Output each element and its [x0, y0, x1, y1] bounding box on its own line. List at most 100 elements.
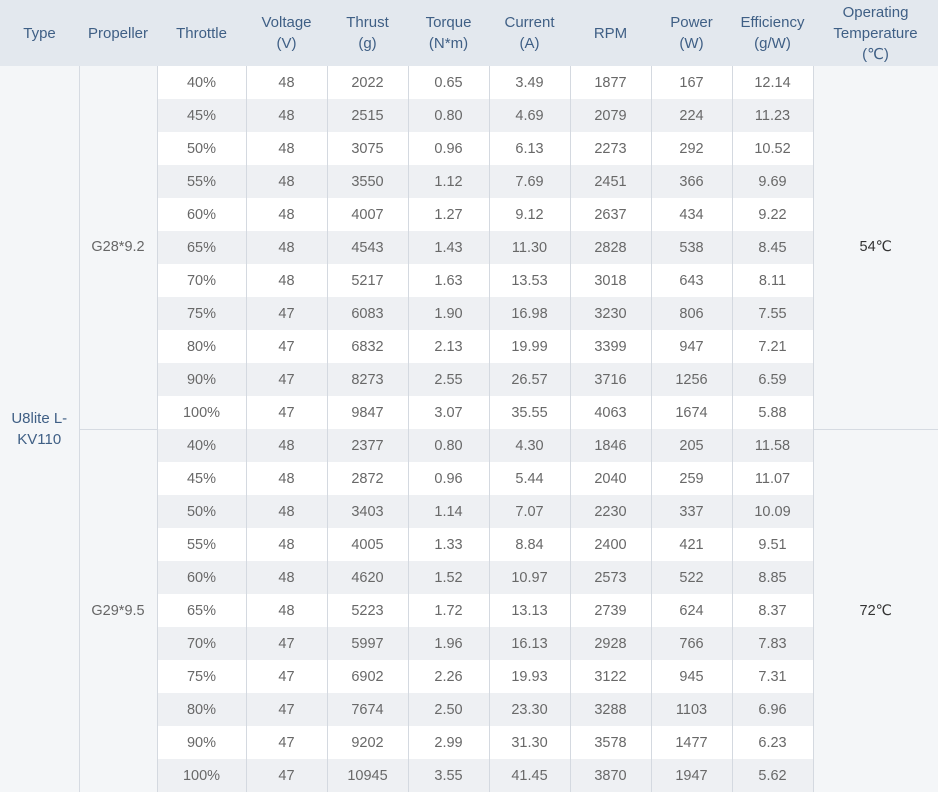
thrust-cell: 9202 — [326, 726, 408, 759]
throttle-cell: 80% — [156, 330, 246, 363]
torque-cell: 1.27 — [407, 198, 489, 231]
throttle-cell: 55% — [156, 528, 246, 561]
table-row: G29*9.5 40% 48 2377 0.80 4.30 1846 205 11.58 72℃ — [0, 428, 938, 792]
torque-cell: 1.96 — [407, 627, 489, 660]
table-row: 80% 47 7674 2.50 23.30 3288 1103 6.96 — [0, 693, 938, 726]
efficiency-cell: 7.21 — [731, 330, 813, 363]
throttle-cell: 100% — [156, 396, 246, 429]
power-cell: 538 — [650, 231, 732, 264]
table-row: 70% 48 5217 1.63 13.53 3018 643 8.11 — [0, 264, 938, 297]
throttle-cell: 80% — [156, 693, 246, 726]
torque-cell: 1.63 — [407, 264, 489, 297]
rpm-cell: 2230 — [569, 495, 651, 528]
table-body: U8lite L- KV110 G28*9.2 40% 48 2022 0.65 3.49 18… — [0, 66, 938, 792]
efficiency-cell: 8.11 — [731, 264, 813, 297]
rpm-cell: 3122 — [569, 660, 651, 693]
rpm-cell: 1877 — [569, 66, 651, 99]
thrust-cell: 3075 — [326, 132, 408, 165]
rpm-cell: 3230 — [569, 297, 651, 330]
efficiency-cell: 7.83 — [731, 627, 813, 660]
voltage-cell: 48 — [245, 528, 327, 561]
rpm-cell: 2040 — [569, 462, 651, 495]
power-cell: 259 — [650, 462, 732, 495]
type-cell: U8lite L- KV110 — [0, 66, 80, 792]
current-cell: 41.45 — [488, 759, 570, 792]
power-cell: 337 — [650, 495, 732, 528]
efficiency-cell: 10.09 — [731, 495, 813, 528]
table-row: 100% 47 9847 3.07 35.55 4063 1674 5.88 — [0, 396, 938, 429]
voltage-cell: 48 — [245, 429, 327, 462]
rpm-cell: 4063 — [569, 396, 651, 429]
thrust-cell: 5223 — [326, 594, 408, 627]
rpm-cell: 2451 — [569, 165, 651, 198]
efficiency-cell: 12.14 — [731, 66, 813, 99]
thrust-cell: 6083 — [326, 297, 408, 330]
torque-cell: 1.14 — [407, 495, 489, 528]
current-cell: 7.69 — [488, 165, 570, 198]
rpm-cell: 2079 — [569, 99, 651, 132]
efficiency-cell: 8.37 — [731, 594, 813, 627]
throttle-cell: 60% — [156, 561, 246, 594]
efficiency-cell: 9.51 — [731, 528, 813, 561]
temperature-cell: 72℃ — [812, 428, 938, 792]
current-cell: 8.84 — [488, 528, 570, 561]
power-cell: 1674 — [650, 396, 732, 429]
throttle-cell: 40% — [156, 66, 246, 99]
table-row: 60% 48 4620 1.52 10.97 2573 522 8.85 — [0, 561, 938, 594]
thrust-cell: 10945 — [326, 759, 408, 792]
thrust-cell: 4005 — [326, 528, 408, 561]
efficiency-cell: 7.55 — [731, 297, 813, 330]
voltage-cell: 47 — [245, 330, 327, 363]
torque-cell: 0.96 — [407, 462, 489, 495]
table-row: 75% 47 6902 2.26 19.93 3122 945 7.31 — [0, 660, 938, 693]
throttle-cell: 70% — [156, 264, 246, 297]
column-header-rpm: RPM — [570, 0, 651, 66]
voltage-cell: 48 — [245, 594, 327, 627]
efficiency-cell: 8.45 — [731, 231, 813, 264]
column-header-type: Type — [0, 0, 79, 66]
table-row: 50% 48 3075 0.96 6.13 2273 292 10.52 — [0, 132, 938, 165]
efficiency-cell: 7.31 — [731, 660, 813, 693]
thrust-cell: 6902 — [326, 660, 408, 693]
power-cell: 947 — [650, 330, 732, 363]
table-row: 55% 48 4005 1.33 8.84 2400 421 9.51 — [0, 528, 938, 561]
table-row: 65% 48 4543 1.43 11.30 2828 538 8.45 — [0, 231, 938, 264]
power-cell: 643 — [650, 264, 732, 297]
thrust-cell: 8273 — [326, 363, 408, 396]
current-cell: 13.13 — [488, 594, 570, 627]
thrust-cell: 3550 — [326, 165, 408, 198]
torque-cell: 0.96 — [407, 132, 489, 165]
column-header-propeller: Propeller — [79, 0, 157, 66]
thrust-cell: 2377 — [326, 429, 408, 462]
current-cell: 6.13 — [488, 132, 570, 165]
torque-cell: 0.80 — [407, 99, 489, 132]
table-row: 70% 47 5997 1.96 16.13 2928 766 7.83 — [0, 627, 938, 660]
voltage-cell: 48 — [245, 198, 327, 231]
efficiency-cell: 6.23 — [731, 726, 813, 759]
torque-cell: 1.90 — [407, 297, 489, 330]
power-cell: 167 — [650, 66, 732, 99]
efficiency-cell: 10.52 — [731, 132, 813, 165]
column-header-operating-temperature: Operating Temperature (℃) — [813, 0, 938, 66]
torque-cell: 2.26 — [407, 660, 489, 693]
thrust-cell: 4543 — [326, 231, 408, 264]
voltage-cell: 48 — [245, 231, 327, 264]
voltage-cell: 47 — [245, 363, 327, 396]
thrust-cell: 6832 — [326, 330, 408, 363]
table-row: 55% 48 3550 1.12 7.69 2451 366 9.69 — [0, 165, 938, 198]
table-row: 90% 47 8273 2.55 26.57 3716 1256 6.59 — [0, 363, 938, 396]
efficiency-cell: 8.85 — [731, 561, 813, 594]
rpm-cell: 2573 — [569, 561, 651, 594]
power-cell: 624 — [650, 594, 732, 627]
voltage-cell: 47 — [245, 660, 327, 693]
column-header-voltage: Voltage (V) — [246, 0, 327, 66]
power-cell: 421 — [650, 528, 732, 561]
current-cell: 31.30 — [488, 726, 570, 759]
torque-cell: 2.13 — [407, 330, 489, 363]
torque-cell: 2.55 — [407, 363, 489, 396]
power-cell: 945 — [650, 660, 732, 693]
throttle-cell: 55% — [156, 165, 246, 198]
thrust-cell: 2022 — [326, 66, 408, 99]
efficiency-cell: 6.59 — [731, 363, 813, 396]
table-row: 80% 47 6832 2.13 19.99 3399 947 7.21 — [0, 330, 938, 363]
